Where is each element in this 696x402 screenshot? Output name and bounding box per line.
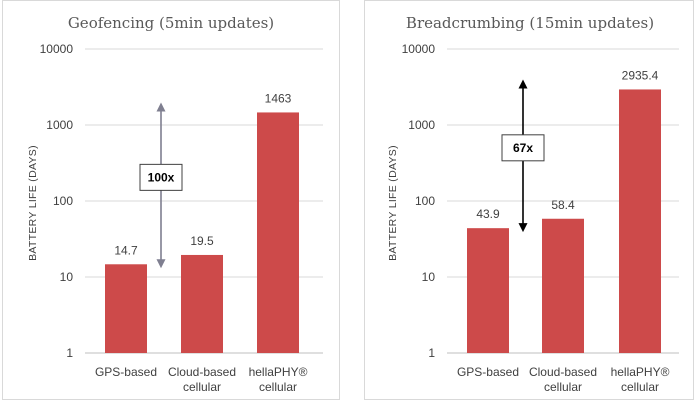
bar	[105, 264, 147, 353]
y-tick-label: 100	[415, 194, 435, 208]
annotation-arrow-head-down	[518, 223, 528, 233]
data-label: 2935.4	[622, 68, 659, 82]
bar	[619, 89, 661, 354]
data-label: 19.5	[190, 234, 214, 248]
y-tick-label: 10	[60, 270, 74, 284]
bar	[542, 218, 584, 353]
y-tick-label: 10000	[40, 42, 74, 56]
geofencing-chart: Geofencing (5min updates) 1 10 100 1000 10000…	[27, 14, 323, 394]
category-label: Cloud-based cellular	[529, 365, 597, 394]
y-tick-label: 10000	[402, 42, 436, 56]
data-label: 58.4	[551, 198, 575, 212]
data-label: 1463	[265, 91, 292, 105]
bar	[467, 228, 509, 353]
category-label: GPS-based	[95, 365, 157, 379]
chart-title: Breadcrumbing (15min updates)	[406, 14, 654, 32]
y-tick-label: 1000	[46, 118, 73, 132]
chart-title: Geofencing (5min updates)	[68, 14, 274, 32]
y-tick-label: 1	[66, 346, 73, 360]
bar	[257, 112, 299, 353]
category-label: Cloud-based cellular	[168, 365, 236, 394]
category-label: hellaPHY® cellular	[249, 365, 308, 394]
y-tick-label: 1000	[408, 118, 435, 132]
y-axis-label: BATTERY LIFE (DAYS)	[27, 145, 39, 261]
category-label: hellaPHY® cellular	[611, 365, 670, 394]
breadcrumbing-chart-panel: Breadcrumbing (15min updates) 1 10 100 1000 1…	[364, 0, 694, 400]
annotation-label: 100x	[148, 170, 175, 184]
annotation-arrow-head-up	[156, 102, 166, 112]
y-tick-label: 10	[422, 270, 436, 284]
y-axis-label: BATTERY LIFE (DAYS)	[387, 145, 399, 261]
annotation-arrow-head-down	[156, 259, 166, 269]
annotation-box	[501, 134, 545, 162]
data-label: 14.7	[114, 243, 138, 257]
data-label: 43.9	[476, 207, 500, 221]
bar	[181, 254, 223, 353]
y-tick-label: 100	[53, 194, 73, 208]
geofencing-chart-panel: Geofencing (5min updates) 1 10 100 1000 10000…	[2, 0, 340, 400]
breadcrumbing-chart: Breadcrumbing (15min updates) 1 10 100 1000 1…	[387, 14, 679, 394]
annotation-box	[139, 163, 183, 191]
y-tick-label: 1	[428, 346, 435, 360]
category-label: GPS-based	[457, 365, 519, 379]
annotation-arrow-head-up	[518, 79, 528, 89]
annotation-label: 67x	[513, 141, 533, 155]
